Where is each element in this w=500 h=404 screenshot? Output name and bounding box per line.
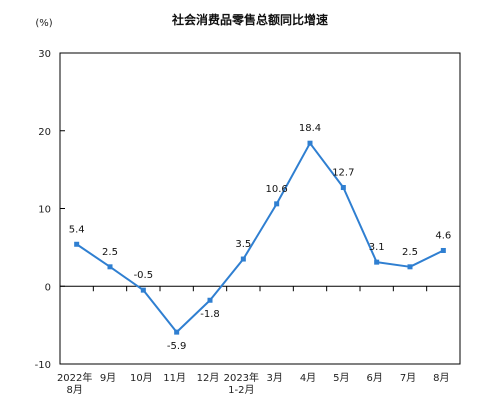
data-point bbox=[240, 256, 246, 262]
data-label: 10.6 bbox=[266, 184, 288, 195]
chart-title: 社会消费品零售总额同比增速 bbox=[171, 12, 328, 27]
data-point bbox=[374, 259, 380, 265]
x-tick-label: 1-2月 bbox=[228, 384, 254, 396]
data-point bbox=[440, 247, 446, 253]
data-label: 3.1 bbox=[369, 242, 385, 253]
x-tick-label: 5月 bbox=[333, 372, 349, 384]
data-point bbox=[140, 287, 146, 293]
data-point bbox=[207, 297, 213, 303]
y-tick-label: -10 bbox=[35, 360, 51, 371]
data-label: 12.7 bbox=[332, 168, 354, 179]
series-line: 5.4 2.5 -0.5 -5.9 -1.8 3.5 10.6 18.4 12.7 3.1 2.5 4… bbox=[69, 123, 452, 352]
data-point bbox=[74, 241, 80, 247]
x-tick-label: 4月 bbox=[300, 372, 316, 384]
x-tick-label: 9月 bbox=[100, 372, 116, 384]
data-label: 2.5 bbox=[402, 247, 418, 258]
x-tick-label: 11月 bbox=[163, 372, 186, 384]
x-tick-label: 7月 bbox=[400, 372, 416, 384]
x-tick-label: 3月 bbox=[266, 372, 282, 384]
data-point bbox=[407, 264, 413, 270]
x-tick-label: 8月 bbox=[66, 384, 82, 396]
data-point bbox=[174, 329, 180, 335]
plot-area bbox=[59, 52, 461, 365]
y-tick-label: 20 bbox=[38, 127, 51, 138]
data-point bbox=[340, 185, 346, 191]
x-tick-label: 6月 bbox=[366, 372, 382, 384]
x-tick-label: 2023年 bbox=[224, 371, 259, 384]
data-label: -1.8 bbox=[200, 309, 220, 320]
data-point bbox=[307, 140, 313, 146]
data-point bbox=[274, 201, 280, 207]
data-label: 18.4 bbox=[299, 123, 321, 134]
data-point bbox=[107, 264, 113, 270]
data-label: 2.5 bbox=[102, 247, 118, 258]
x-tick-label: 2022年 bbox=[57, 371, 92, 384]
x-tick-label: 8月 bbox=[433, 372, 449, 384]
data-label: 4.6 bbox=[435, 230, 451, 241]
y-tick-label: 30 bbox=[38, 49, 51, 60]
data-label: 3.5 bbox=[235, 239, 251, 250]
data-label: 5.4 bbox=[69, 224, 85, 235]
x-tick-label: 12月 bbox=[197, 372, 220, 384]
data-label: -5.9 bbox=[167, 341, 187, 352]
series-line-path bbox=[76, 142, 444, 334]
y-tick-label: 10 bbox=[38, 205, 51, 216]
y-unit-label: (%) bbox=[35, 18, 52, 29]
data-label: -0.5 bbox=[134, 270, 154, 281]
y-tick-label: 0 bbox=[45, 282, 51, 293]
x-tick-label: 10月 bbox=[130, 372, 153, 384]
